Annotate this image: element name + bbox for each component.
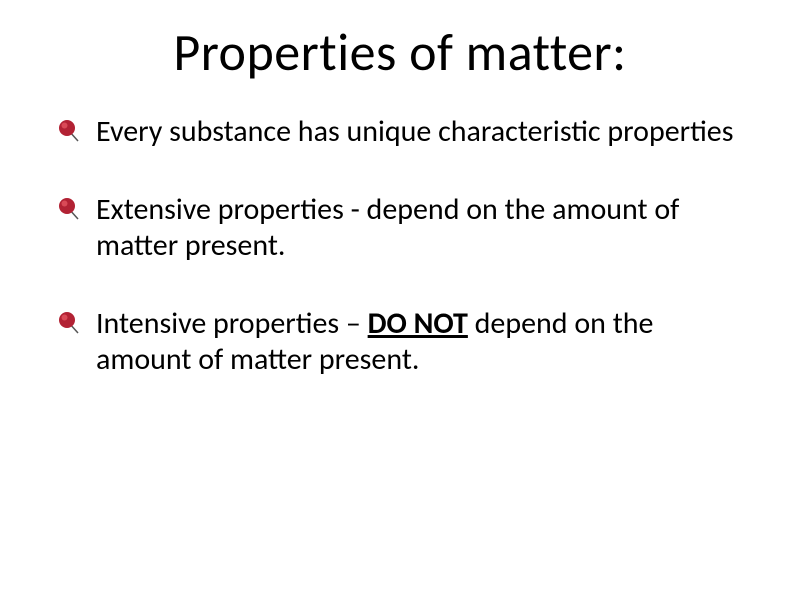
pushpin-icon (56, 194, 82, 220)
list-item: Intensive properties – DO NOT depend on … (90, 306, 740, 378)
bullet-text: Intensive properties – (96, 305, 368, 342)
bullet-bold: DO NOT (368, 305, 468, 342)
slide: Properties of matter: Every substance ha… (0, 0, 800, 600)
list-item: Extensive properties - depend on the amo… (90, 192, 740, 264)
pushpin-icon (56, 116, 82, 142)
bullet-text: Extensive properties - depend on the amo… (96, 191, 679, 264)
pushpin-icon (56, 308, 82, 334)
list-item: Every substance has unique characteristi… (90, 114, 740, 150)
bullet-text: Every substance has unique characteristi… (96, 113, 733, 150)
slide-title: Properties of matter: (60, 20, 740, 84)
bullet-list: Every substance has unique characteristi… (60, 114, 740, 378)
